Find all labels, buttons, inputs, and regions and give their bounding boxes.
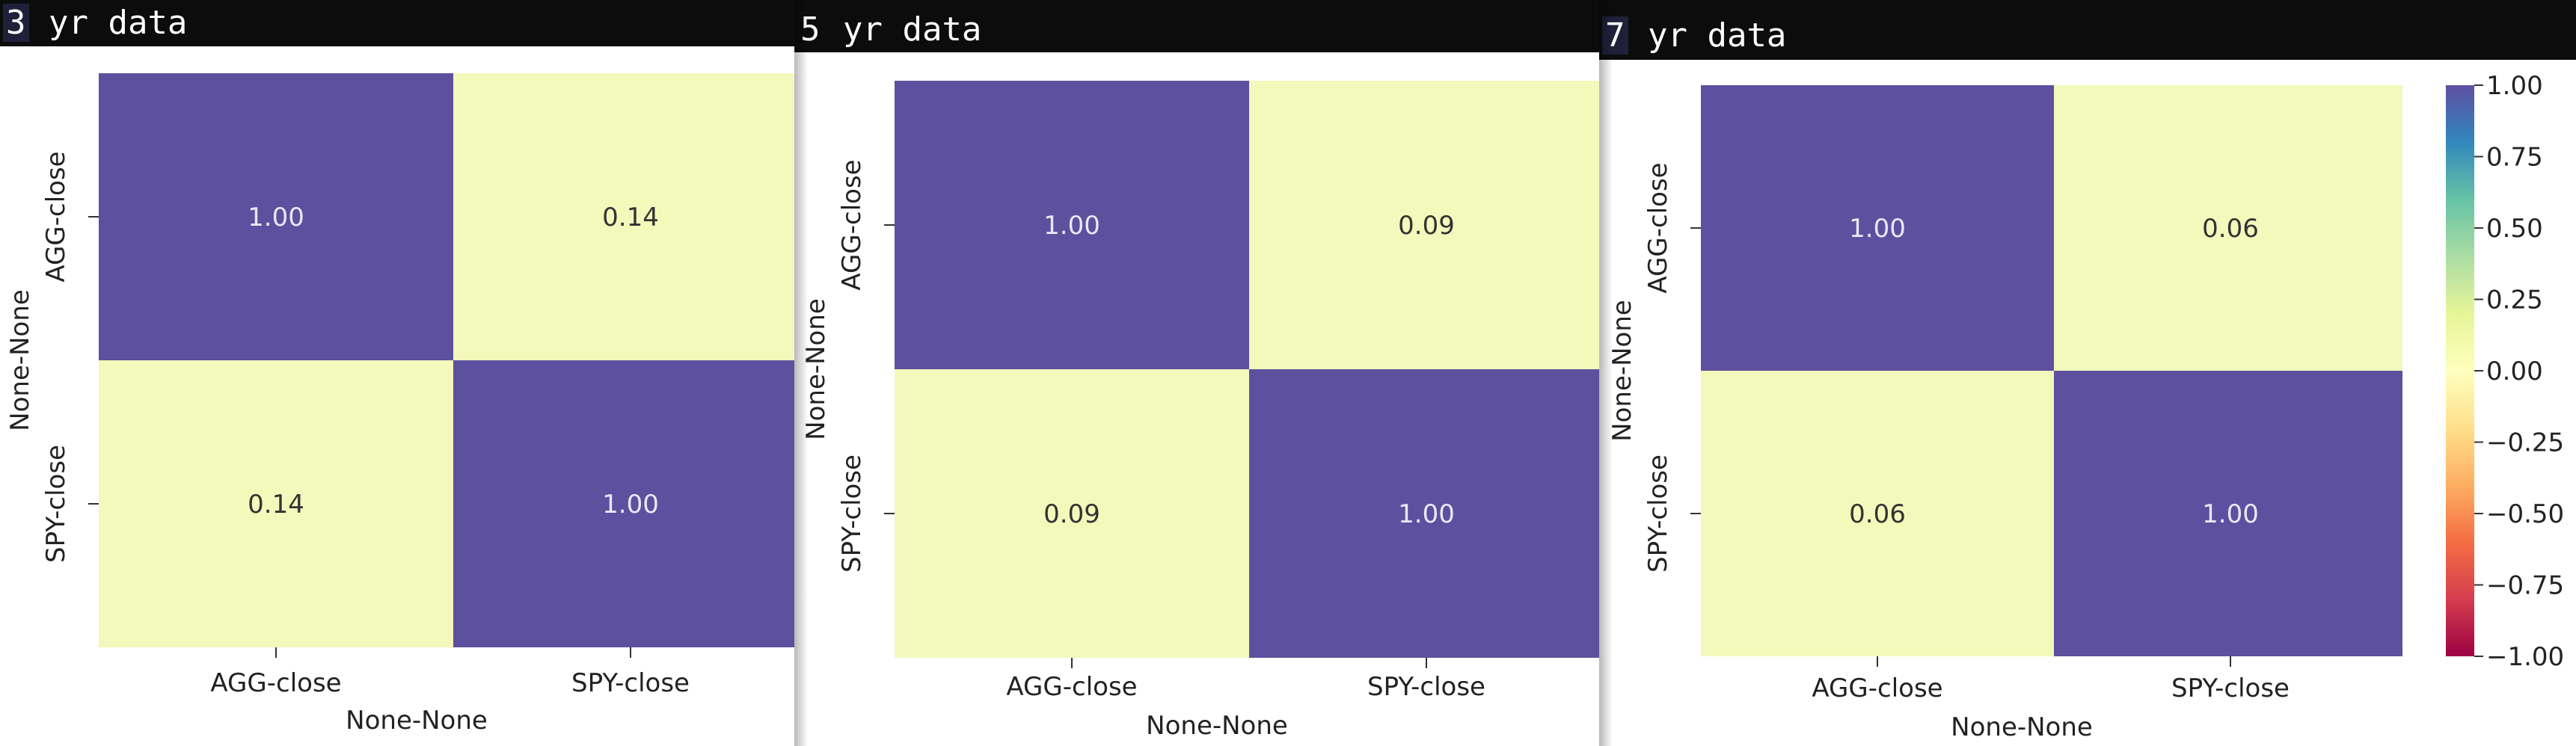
cell-value-label: 1.00 [1043,211,1100,241]
colorbar-tick-label: 1.00 [2486,71,2543,101]
heatmap-cell [453,73,794,360]
x-axis-title: None-None [1146,711,1288,741]
x-axis-title: None-None [1951,712,2093,742]
y-axis-title: None-None [5,289,35,431]
heatmap-cell [2054,85,2402,371]
panel-title-bar: 7 yr data [1599,0,2576,60]
colorbar-tick-label: 0.00 [2486,357,2543,386]
cell-value-label: 0.06 [1849,499,1906,529]
heatmap-cell [99,73,453,360]
cell-value-label: 0.14 [248,490,304,520]
y-axis-title: None-None [801,298,831,440]
heatmap-cell [2054,371,2402,656]
heatmap-cell [99,360,453,647]
colorbar-tick-label: −0.75 [2486,571,2564,601]
panel-title: 7 yr data [1599,0,1786,72]
panel-divider-shadow [1599,0,1613,746]
colorbar-tick-label: 0.75 [2486,143,2543,173]
heatmap-cell [1701,371,2054,656]
x-tick-label: SPY-close [2171,673,2290,703]
panel-title-text: yr data [823,10,982,49]
y-tick-label: SPY-close [1643,454,1673,573]
panel-divider-shadow [794,0,808,746]
heatmap-cell [895,81,1249,369]
cell-value-label: 0.06 [2202,214,2259,244]
y-tick-label: AGG-close [1643,162,1673,293]
heatmap-cell [1701,85,2054,371]
heatmap-chart: 1.00 0.06 0.06 1.00 AGG-close SPY-close AGG-cl… [1607,71,2564,742]
panel-title-bar: 5 yr data [794,0,1599,52]
x-tick-label: AGG-close [1006,672,1137,702]
x-tick-label: SPY-close [1367,672,1485,702]
colorbar-tick-label: 0.25 [2486,286,2543,315]
panel-title-number: 3 [3,4,29,42]
heatmap-cell [1249,81,1599,369]
panel-title: 3 yr data [0,0,187,46]
y-tick-label: SPY-close [837,454,867,573]
cell-value-label: 1.00 [248,203,304,232]
cell-value-label: 0.09 [1043,499,1100,529]
cell-value-label: 1.00 [2202,499,2259,529]
x-tick-label: SPY-close [571,668,690,698]
cell-value-label: 1.00 [1398,499,1455,529]
panel-title-number: 7 [1602,16,1628,55]
heatmap-panel-5yr: 5 yr data 1.00 0.09 0.09 1.00 AGG-close SPY-c… [794,0,1599,746]
panel-title-number: 5 [800,10,821,49]
heatmap-cell [453,360,794,647]
cell-value-label: 0.09 [1398,211,1455,241]
colorbar [2446,85,2474,656]
heatmap-panel-3yr: 3 yr data 1.00 0.14 0.14 1.00 AGG-close SPY-c… [0,0,794,746]
panel-title-bar: 3 yr data [0,0,794,46]
x-tick-label: AGG-close [1812,673,1942,703]
x-axis-title: None-None [346,706,488,736]
cell-value-label: 1.00 [1849,214,1906,244]
colorbar-tick-label: −0.50 [2486,499,2564,529]
panel-title-text: yr data [28,4,188,42]
heatmap-panel-7yr: 7 yr data 1.00 0.06 0.06 1.00 AGG-close SPY-c… [1599,0,2576,746]
panel-title-text: yr data [1628,16,1787,55]
x-tick-label: AGG-close [210,668,341,698]
y-axis-title: None-None [1607,300,1637,442]
heatmap-chart: 1.00 0.09 0.09 1.00 AGG-close SPY-close AGG-cl… [801,81,1599,741]
heatmap-chart: 1.00 0.14 0.14 1.00 AGG-close SPY-close AGG-cl… [5,73,794,736]
colorbar-tick-label: −0.25 [2486,428,2564,458]
heatmap-cell [895,369,1249,658]
heatmap-cell [1249,369,1599,658]
panel-title: 5 yr data [794,0,981,60]
colorbar-tick-label: −1.00 [2486,642,2564,672]
y-tick-label: SPY-close [41,445,71,563]
y-tick-label: AGG-close [41,151,71,282]
y-tick-label: AGG-close [837,159,867,290]
colorbar-tick-label: 0.50 [2486,214,2543,244]
cell-value-label: 0.14 [602,203,659,232]
cell-value-label: 1.00 [602,490,659,520]
